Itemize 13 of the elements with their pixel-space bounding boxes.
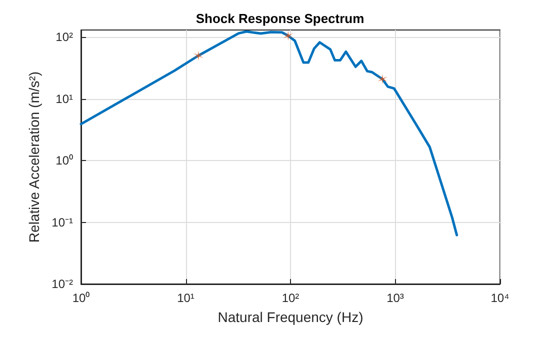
- x-tick-label: 10¹: [177, 291, 194, 305]
- x-axis-title: Natural Frequency (Hz): [218, 309, 364, 325]
- y-tick-label: 10²: [56, 30, 74, 44]
- y-tick-label: 10⁰: [56, 154, 73, 168]
- y-axis-title: Relative Acceleration (m/s²): [26, 71, 42, 243]
- y-tick-label: 10⁻²: [52, 277, 74, 291]
- x-tick-label: 10⁴: [490, 291, 510, 305]
- y-tick-label: 10⁻¹: [52, 215, 74, 230]
- x-tick-label: 10³: [386, 291, 404, 305]
- x-tick-label: 10²: [282, 291, 300, 305]
- chart-title: Shock Response Spectrum: [196, 11, 364, 26]
- x-tick-label: 10⁰: [72, 291, 90, 305]
- y-tick-label: 10¹: [56, 92, 74, 106]
